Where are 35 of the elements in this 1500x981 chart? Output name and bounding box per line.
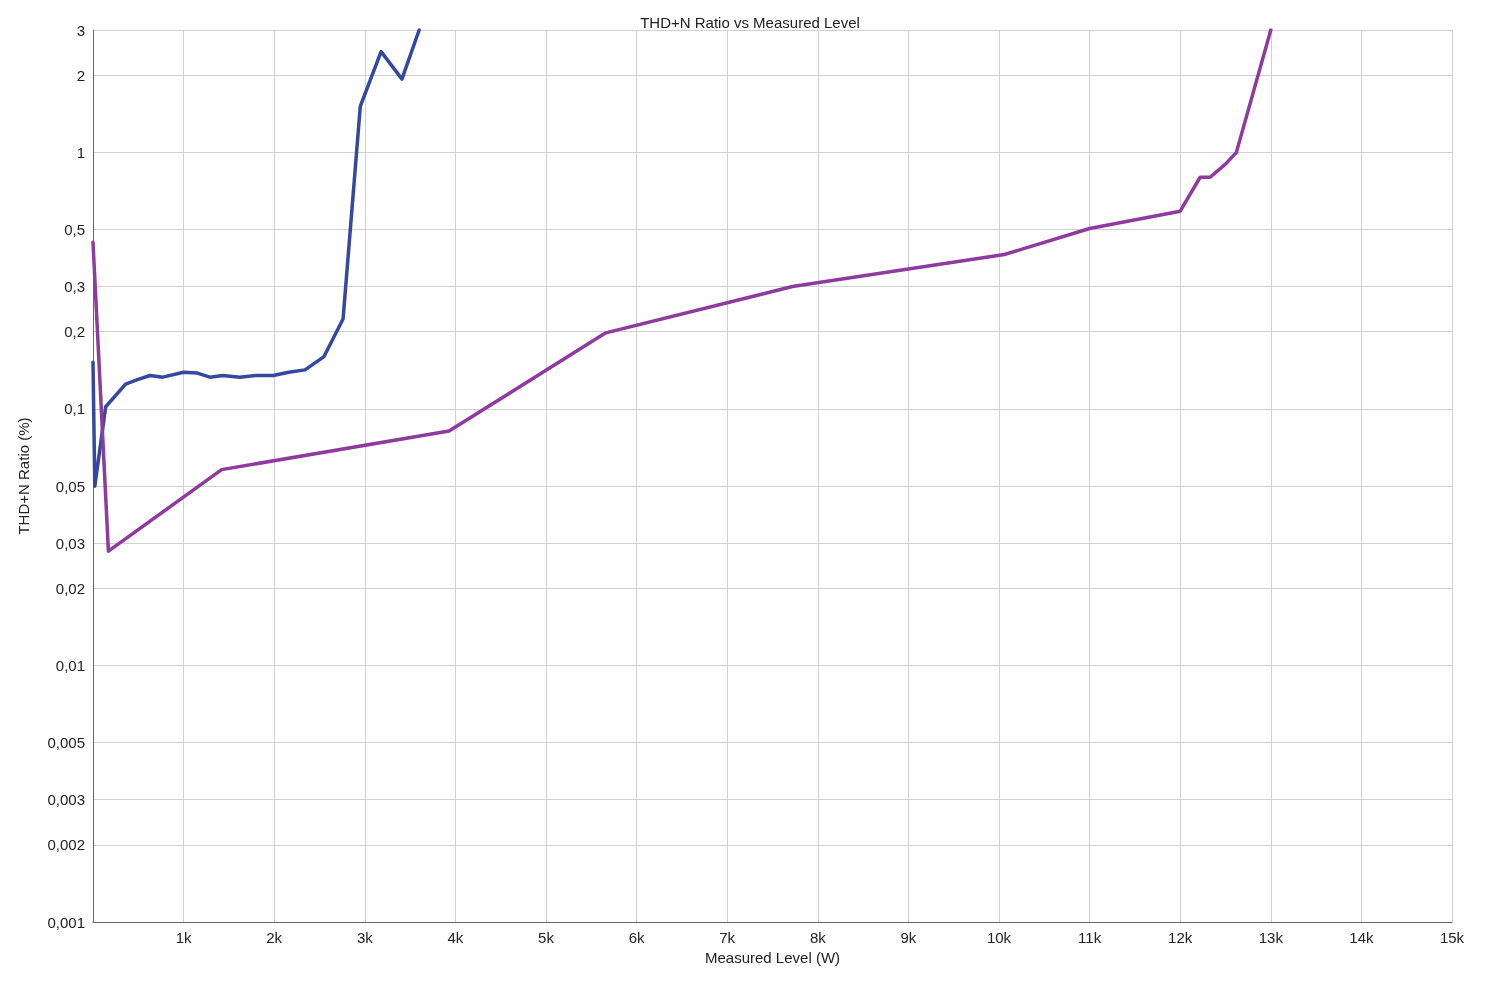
y-tick-label: 0,001 xyxy=(47,913,85,931)
x-tick-label: 13k xyxy=(1258,929,1284,946)
x-tick-label: 15k xyxy=(1439,929,1465,946)
x-tick-label: 2k xyxy=(266,929,283,946)
x-tick-label: 6k xyxy=(628,929,646,946)
y-tick-label: 0,01 xyxy=(55,656,85,674)
y-tick-label: 0,3 xyxy=(64,278,85,296)
chart-title: THD+N Ratio vs Measured Level xyxy=(640,14,860,31)
y-tick-label: 0,02 xyxy=(55,579,85,597)
y-tick-label: 0,005 xyxy=(47,734,85,752)
x-tick-label: 3k xyxy=(356,929,374,946)
y-tick-label: 2 xyxy=(76,66,85,84)
x-tick-label: 1k xyxy=(175,929,193,946)
x-tick-label: 7k xyxy=(719,929,736,946)
y-tick-label: 0,2 xyxy=(64,323,85,341)
y-tick-label: 0,03 xyxy=(55,534,85,552)
y-tick-label: 3 xyxy=(76,21,85,39)
y-tick-label: 0,5 xyxy=(64,221,85,239)
x-tick-label: 10k xyxy=(986,929,1012,946)
y-tick-label: 0,003 xyxy=(47,791,85,809)
x-tick-label: 9k xyxy=(900,929,917,946)
x-tick-label: 5k xyxy=(538,929,555,946)
x-tick-label: 11k xyxy=(1078,929,1102,946)
x-tick-label: 4k xyxy=(447,929,464,946)
y-axis-title: THD+N Ratio (%) xyxy=(15,417,32,535)
line-series xyxy=(91,28,421,488)
line-series xyxy=(91,28,1273,553)
x-tick-label: 8k xyxy=(809,929,827,946)
x-axis-title: Measured Level (W) xyxy=(704,948,841,966)
y-tick-label: 0,002 xyxy=(47,836,85,854)
y-tick-label: 0,1 xyxy=(64,400,85,418)
y-tick-label: 1 xyxy=(76,143,85,161)
y-tick-label: 0,05 xyxy=(55,477,85,495)
x-tick-label: 14k xyxy=(1349,929,1374,946)
x-tick-label: 12k xyxy=(1168,929,1193,946)
